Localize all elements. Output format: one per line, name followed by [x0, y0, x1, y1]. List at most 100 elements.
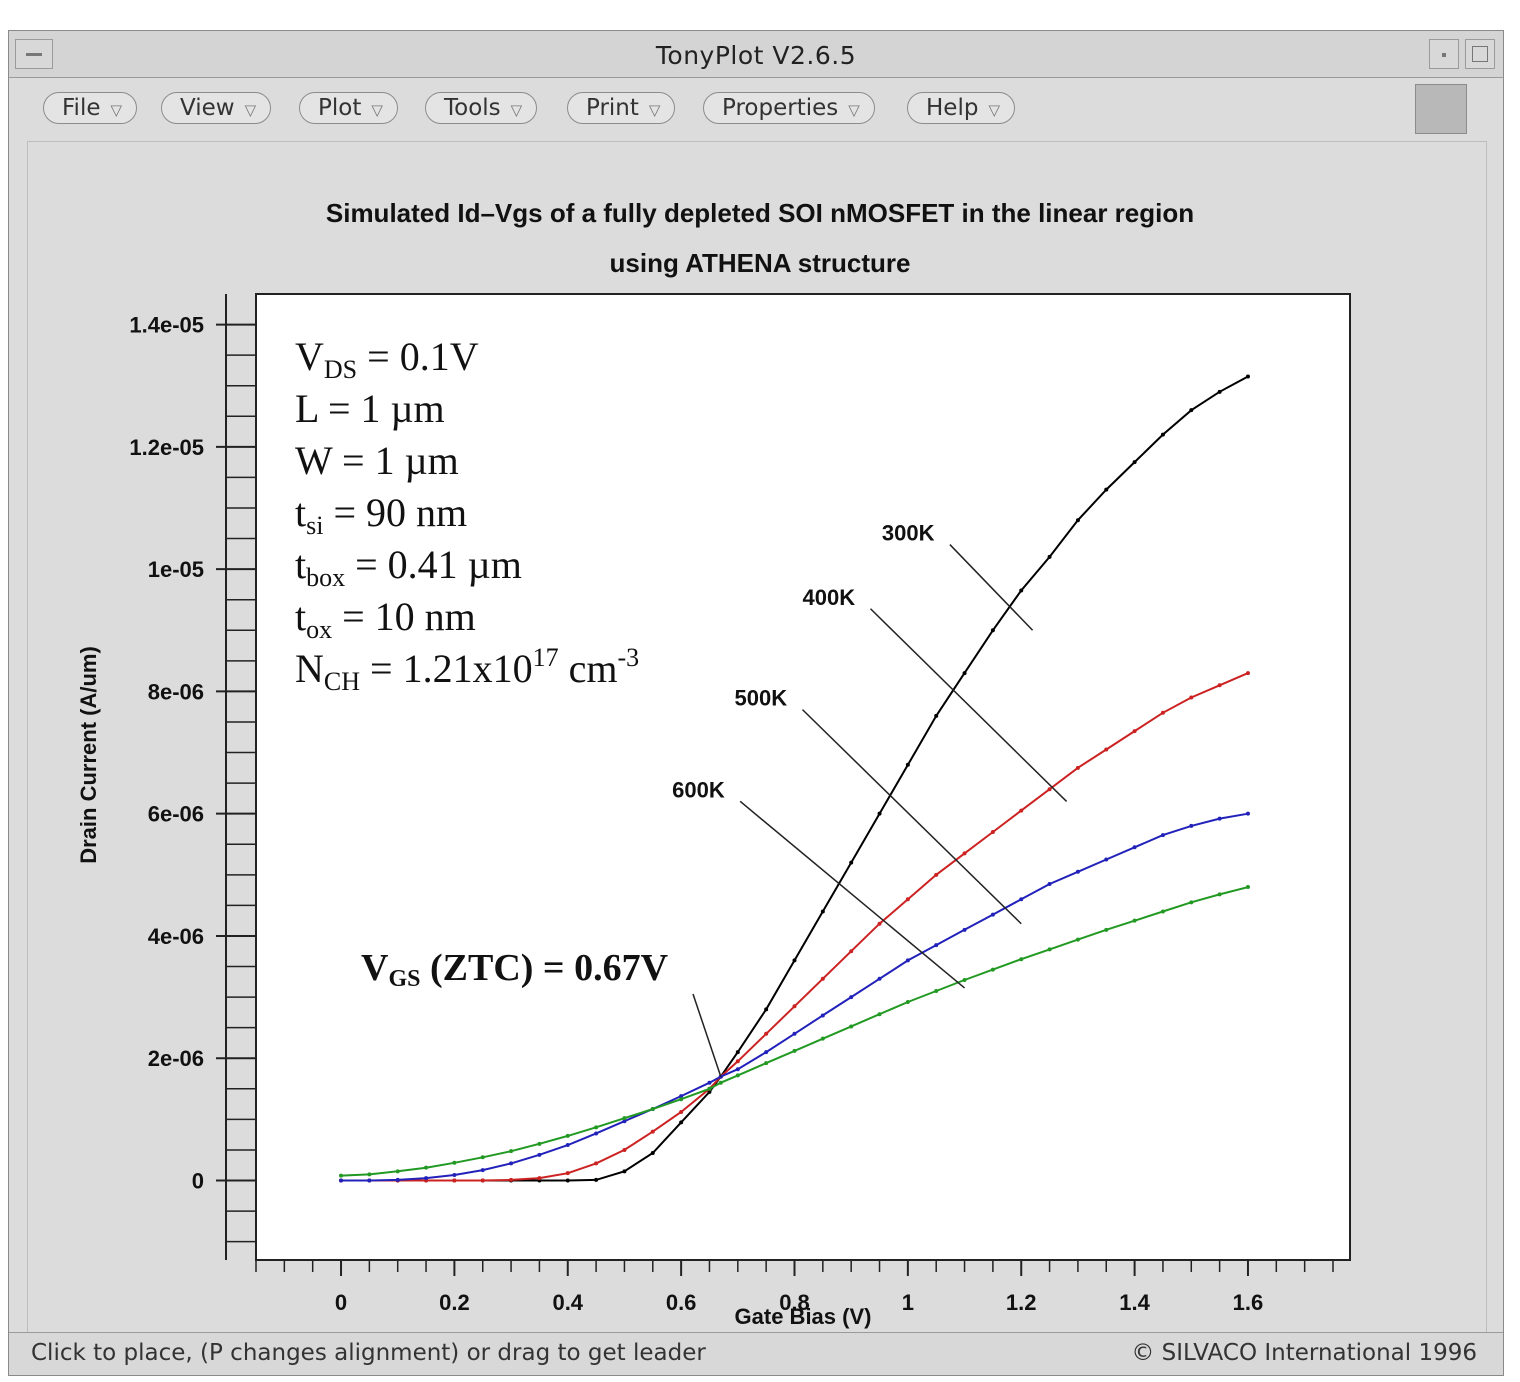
- data-point: [1189, 823, 1194, 828]
- data-point: [1047, 787, 1052, 792]
- param-sup2: -3: [617, 643, 639, 672]
- data-point: [877, 1012, 882, 1017]
- maximize-icon: [1472, 46, 1488, 62]
- color-swatch[interactable]: [1415, 84, 1467, 134]
- data-point: [1189, 900, 1194, 905]
- data-point: [707, 1086, 712, 1091]
- menu-label: File: [62, 95, 101, 121]
- x-tick-label: 0.4: [552, 1290, 583, 1315]
- data-point: [650, 1151, 655, 1156]
- param-rest: = 1.21x10: [360, 646, 533, 691]
- data-point: [1217, 892, 1222, 897]
- data-point: [1019, 957, 1024, 962]
- param-rest: = 0.1V: [357, 334, 479, 379]
- minimize-button[interactable]: [1429, 39, 1459, 69]
- data-point: [877, 976, 882, 981]
- data-point: [849, 860, 854, 865]
- title-bar[interactable]: TonyPlot V2.6.5: [9, 31, 1503, 78]
- data-point: [1217, 816, 1222, 821]
- plot-area[interactable]: Simulated Id–Vgs of a fully depleted SOI…: [27, 141, 1487, 1333]
- param-line: tsi = 90 nm: [295, 490, 467, 540]
- y-tick-label: 1.4e-05: [129, 313, 204, 338]
- param-main: L = 1 µm: [295, 386, 445, 431]
- data-point: [764, 1031, 769, 1036]
- data-point: [849, 1024, 854, 1029]
- data-point: [764, 1061, 769, 1066]
- data-point: [367, 1178, 372, 1183]
- data-point: [962, 977, 967, 982]
- maximize-button[interactable]: [1465, 39, 1495, 69]
- data-point: [395, 1177, 400, 1182]
- window-menu-button[interactable]: [15, 39, 53, 69]
- y-axis: 0 2e-06 4e-06 6e-06 8e-06 1e-05 1.2e-05 1.4e-05: [129, 294, 256, 1260]
- data-point: [1160, 833, 1165, 838]
- param-rest: = 10 nm: [332, 594, 476, 639]
- data-point: [594, 1177, 599, 1182]
- menu-help[interactable]: Help ▽: [907, 92, 1015, 124]
- data-point: [905, 762, 910, 767]
- data-point: [452, 1173, 457, 1178]
- menu-print[interactable]: Print ▽: [567, 92, 676, 124]
- menu-view[interactable]: View ▽: [161, 92, 272, 124]
- menu-label: Help: [926, 95, 979, 121]
- menu-properties[interactable]: Properties ▽: [703, 92, 875, 124]
- x-axis-label: Gate Bias (V): [735, 1304, 872, 1329]
- data-point: [480, 1168, 485, 1173]
- series-line-600K: [340, 886, 1249, 1177]
- data-point: [1189, 695, 1194, 700]
- param-line: L = 1 µm: [295, 386, 445, 431]
- y-axis-label: Drain Current (A/um): [76, 646, 101, 864]
- x-tick-label: 0.2: [439, 1290, 470, 1315]
- param-sub: si: [306, 511, 323, 540]
- y-tick-label: 6e-06: [148, 802, 204, 827]
- data-point: [792, 958, 797, 963]
- menu-plot[interactable]: Plot ▽: [299, 92, 398, 124]
- data-point: [877, 811, 882, 816]
- dropdown-caret-icon: ▽: [648, 101, 661, 119]
- data-point: [934, 988, 939, 993]
- data-point: [820, 909, 825, 914]
- data-point: [1019, 808, 1024, 813]
- data-point: [849, 949, 854, 954]
- data-point: [1019, 897, 1024, 902]
- dropdown-caret-icon: ▽: [510, 101, 523, 119]
- data-point: [877, 921, 882, 926]
- param-sub: ox: [306, 615, 332, 644]
- x-tick-label: 0: [335, 1290, 347, 1315]
- data-point: [1047, 881, 1052, 886]
- data-point: [424, 1165, 429, 1170]
- data-point: [480, 1178, 485, 1183]
- data-point: [1160, 432, 1165, 437]
- param-main: t: [295, 542, 306, 587]
- menu-tools[interactable]: Tools ▽: [425, 92, 538, 124]
- data-point: [934, 943, 939, 948]
- data-point: [1047, 947, 1052, 952]
- data-point: [718, 1080, 723, 1085]
- data-point: [650, 1129, 655, 1134]
- id-vgs-chart[interactable]: Simulated Id–Vgs of a fully depleted SOI…: [28, 142, 1488, 1334]
- data-point: [820, 976, 825, 981]
- data-point: [735, 1059, 740, 1064]
- data-point: [735, 1067, 740, 1072]
- data-point: [1019, 588, 1024, 593]
- chart-subtitle: using ATHENA structure: [610, 248, 911, 278]
- data-point: [1104, 747, 1109, 752]
- data-point: [1075, 765, 1080, 770]
- param-line: VDS = 0.1V: [295, 334, 479, 384]
- param-main: V: [295, 334, 324, 379]
- menu-label: Properties: [722, 95, 839, 121]
- data-point: [905, 958, 910, 963]
- data-point: [792, 1031, 797, 1036]
- curve-label-600K: 600K: [672, 777, 725, 802]
- param-rest: = 0.41 µm: [345, 542, 522, 587]
- data-point: [452, 1178, 457, 1183]
- data-point: [679, 1094, 684, 1099]
- data-point: [1245, 374, 1250, 379]
- data-point: [1245, 885, 1250, 890]
- ztc-sub: GS: [388, 966, 420, 992]
- data-point: [792, 1004, 797, 1009]
- menu-file[interactable]: File ▽: [43, 92, 138, 124]
- menu-label: Plot: [318, 95, 362, 121]
- data-point: [509, 1161, 514, 1166]
